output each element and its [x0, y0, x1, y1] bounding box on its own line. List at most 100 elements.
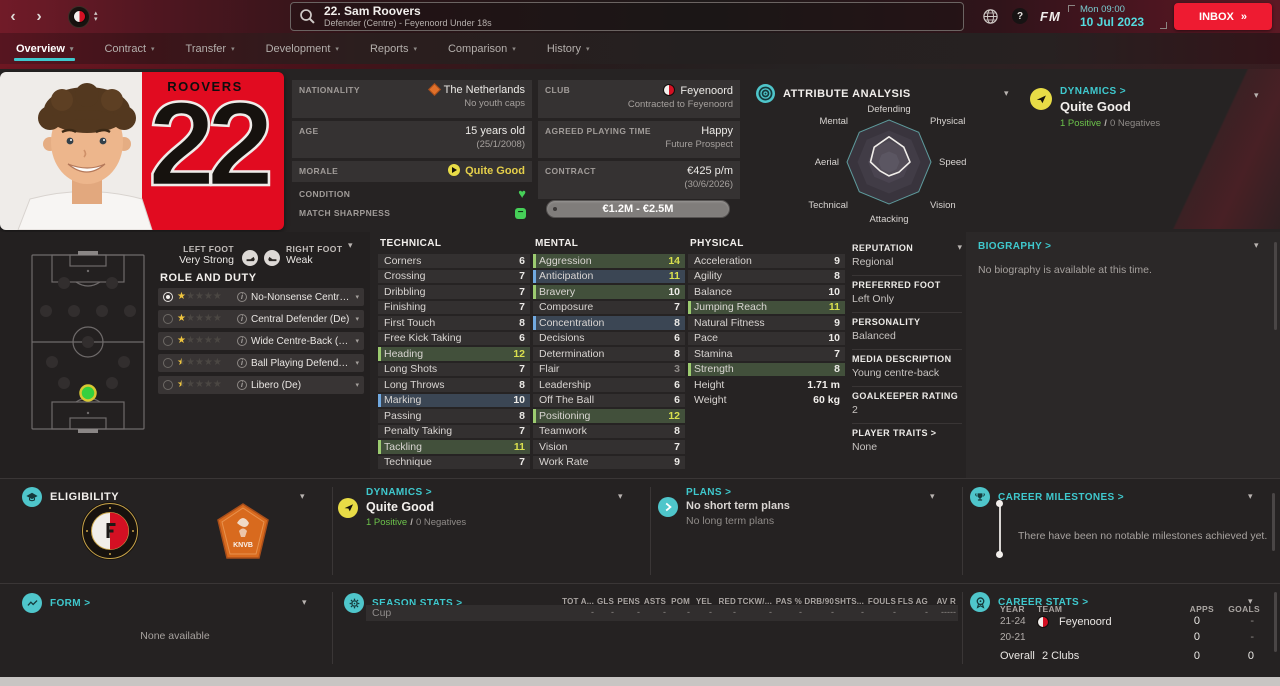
attribute-row[interactable]: Strength 8 [688, 362, 845, 376]
career-header-goals[interactable]: GOALS [1228, 604, 1260, 614]
stat-column-header[interactable]: TCKW/... [737, 597, 772, 606]
attribute-row[interactable]: Heading 12 [378, 347, 530, 361]
scrollbar[interactable] [1274, 592, 1277, 652]
attribute-row[interactable]: Positioning 12 [533, 409, 685, 423]
tab-development[interactable]: Development ▾ [264, 33, 341, 64]
back-button[interactable]: ‹ [10, 7, 16, 25]
chevron-up-icon[interactable]: ▴ [94, 9, 98, 17]
chevron-down-icon[interactable]: ▾ [94, 15, 98, 23]
stat-column-header[interactable]: TOT A... [562, 597, 594, 606]
tab-contract[interactable]: Contract ▾ [102, 33, 156, 64]
inbox-button[interactable]: INBOX » [1174, 3, 1272, 30]
career-header-year[interactable]: YEAR [1000, 604, 1025, 614]
attribute-row[interactable]: Agility 8 [688, 269, 845, 283]
scrollbar[interactable] [1272, 493, 1275, 551]
dynamics-link[interactable]: DYNAMICS > [366, 487, 432, 498]
attribute-row[interactable]: Decisions 6 [533, 331, 685, 345]
info-icon[interactable]: i [237, 314, 247, 324]
role-radio[interactable] [163, 380, 173, 390]
chevron-down-icon[interactable]: ▾ [618, 491, 623, 501]
attribute-row[interactable]: Balance 10 [688, 285, 845, 299]
attribute-row[interactable]: Off The Ball 6 [533, 393, 685, 407]
attribute-row[interactable]: Composure 7 [533, 300, 685, 314]
role-radio[interactable] [163, 292, 173, 302]
stat-column-header[interactable]: SHTS... [834, 597, 864, 606]
stat-column-header[interactable]: PENS [617, 597, 640, 606]
attribute-row[interactable]: Free Kick Taking 6 [378, 331, 530, 345]
feyenoord-crest[interactable] [80, 501, 140, 561]
attribute-row[interactable]: Stamina 7 [688, 347, 845, 361]
tab-reports[interactable]: Reports ▾ [368, 33, 419, 64]
stat-column-header[interactable]: PAS % [775, 597, 802, 606]
game-datetime[interactable]: Mon 09:00 10 Jul 2023 [1080, 4, 1166, 29]
career-stats-link[interactable]: CAREER STATS > [998, 596, 1089, 608]
chevron-down-icon[interactable]: ▾ [1248, 596, 1253, 606]
role-row[interactable]: ★ ★ ★ ★ ★ i Central Defender (De) ▾ [158, 310, 364, 328]
info-icon[interactable]: i [237, 336, 247, 346]
attribute-row[interactable]: Corners 6 [378, 254, 530, 268]
player-search-box[interactable]: 22. Sam Roovers Defender (Centre) - Feye… [290, 2, 964, 31]
season-stats-row[interactable]: Cup [366, 605, 958, 621]
stat-column-header[interactable]: FOULS [867, 597, 896, 606]
chevron-down-icon[interactable]: ▾ [302, 597, 307, 607]
tab-transfer[interactable]: Transfer ▾ [184, 33, 237, 64]
stat-column-header[interactable]: GLS [596, 597, 614, 606]
attribute-row[interactable]: Concentration 8 [533, 316, 685, 330]
attribute-row[interactable]: Tackling 11 [378, 440, 530, 454]
contract-row[interactable]: CONTRACT €425 p/m (30/6/2026) [538, 161, 740, 199]
info-icon[interactable]: i [237, 358, 247, 368]
age-row[interactable]: AGE 15 years old (25/1/2008) [292, 121, 532, 158]
attribute-row[interactable]: Vision 7 [533, 440, 685, 454]
tab-overview[interactable]: Overview ▾ [14, 33, 76, 64]
career-row[interactable]: 21-24 Feyenoord 0 - [962, 614, 1280, 630]
chevron-down-icon[interactable]: ▾ [1004, 88, 1009, 98]
career-row[interactable]: 20-21 0 - [962, 630, 1280, 646]
chevron-down-icon[interactable]: ▾ [348, 240, 353, 250]
morale-row[interactable]: MORALE Quite Good [292, 161, 532, 182]
stat-column-header[interactable]: DRB/90 [804, 597, 834, 606]
attribute-row[interactable]: Teamwork 8 [533, 424, 685, 438]
biography-link[interactable]: BIOGRAPHY > [978, 241, 1052, 252]
world-button[interactable] [982, 8, 999, 25]
role-radio[interactable] [163, 314, 173, 324]
attribute-row[interactable]: Penalty Taking 7 [378, 424, 530, 438]
career-header-apps[interactable]: APPS [1189, 604, 1214, 614]
attribute-row[interactable]: Passing 8 [378, 409, 530, 423]
season-stats-link[interactable]: SEASON STATS > [372, 597, 463, 609]
info-icon[interactable]: i [237, 292, 247, 302]
chevron-down-icon[interactable]: ▾ [1254, 90, 1259, 100]
team-selector[interactable]: ▴ ▾ [68, 5, 98, 28]
chevron-down-icon[interactable]: ▾ [957, 242, 962, 252]
attribute-row[interactable]: Long Throws 8 [378, 378, 530, 392]
attribute-row[interactable]: Determination 8 [533, 347, 685, 361]
role-radio[interactable] [163, 336, 173, 346]
stat-column-header[interactable]: POM [671, 597, 690, 606]
info-icon[interactable]: i [237, 380, 247, 390]
attribute-row[interactable]: First Touch 8 [378, 316, 530, 330]
attribute-row[interactable]: Finishing 7 [378, 300, 530, 314]
attribute-row[interactable]: Bravery 10 [533, 285, 685, 299]
transfer-value-pill[interactable]: €1.2M - €2.5M [546, 200, 730, 218]
stat-column-header[interactable]: FLS AG [897, 597, 928, 606]
attribute-row[interactable]: Dribbling 7 [378, 285, 530, 299]
tab-history[interactable]: History ▾ [545, 33, 592, 64]
dynamics-link[interactable]: DYNAMICS > [1060, 86, 1126, 97]
forward-button[interactable]: › [36, 7, 42, 25]
role-radio[interactable] [163, 358, 173, 368]
tab-comparison[interactable]: Comparison ▾ [446, 33, 518, 64]
chevron-down-icon[interactable]: ▾ [355, 360, 359, 367]
attribute-row[interactable]: Technique 7 [378, 455, 530, 469]
attribute-row[interactable]: Pace 10 [688, 331, 845, 345]
attribute-row[interactable]: Anticipation 11 [533, 269, 685, 283]
plans-link[interactable]: PLANS > [686, 487, 732, 498]
milestones-link[interactable]: CAREER MILESTONES > [998, 491, 1125, 503]
attribute-row[interactable]: Work Rate 9 [533, 455, 685, 469]
chevron-down-icon[interactable]: ▾ [355, 382, 359, 389]
stat-column-header[interactable]: YEL [695, 597, 712, 606]
attribute-row[interactable]: Long Shots 7 [378, 362, 530, 376]
career-header-team[interactable]: TEAM [1037, 604, 1063, 614]
stat-column-header[interactable]: AV R [936, 597, 956, 606]
chevron-down-icon[interactable]: ▾ [930, 491, 935, 501]
attribute-row[interactable]: Crossing 7 [378, 269, 530, 283]
